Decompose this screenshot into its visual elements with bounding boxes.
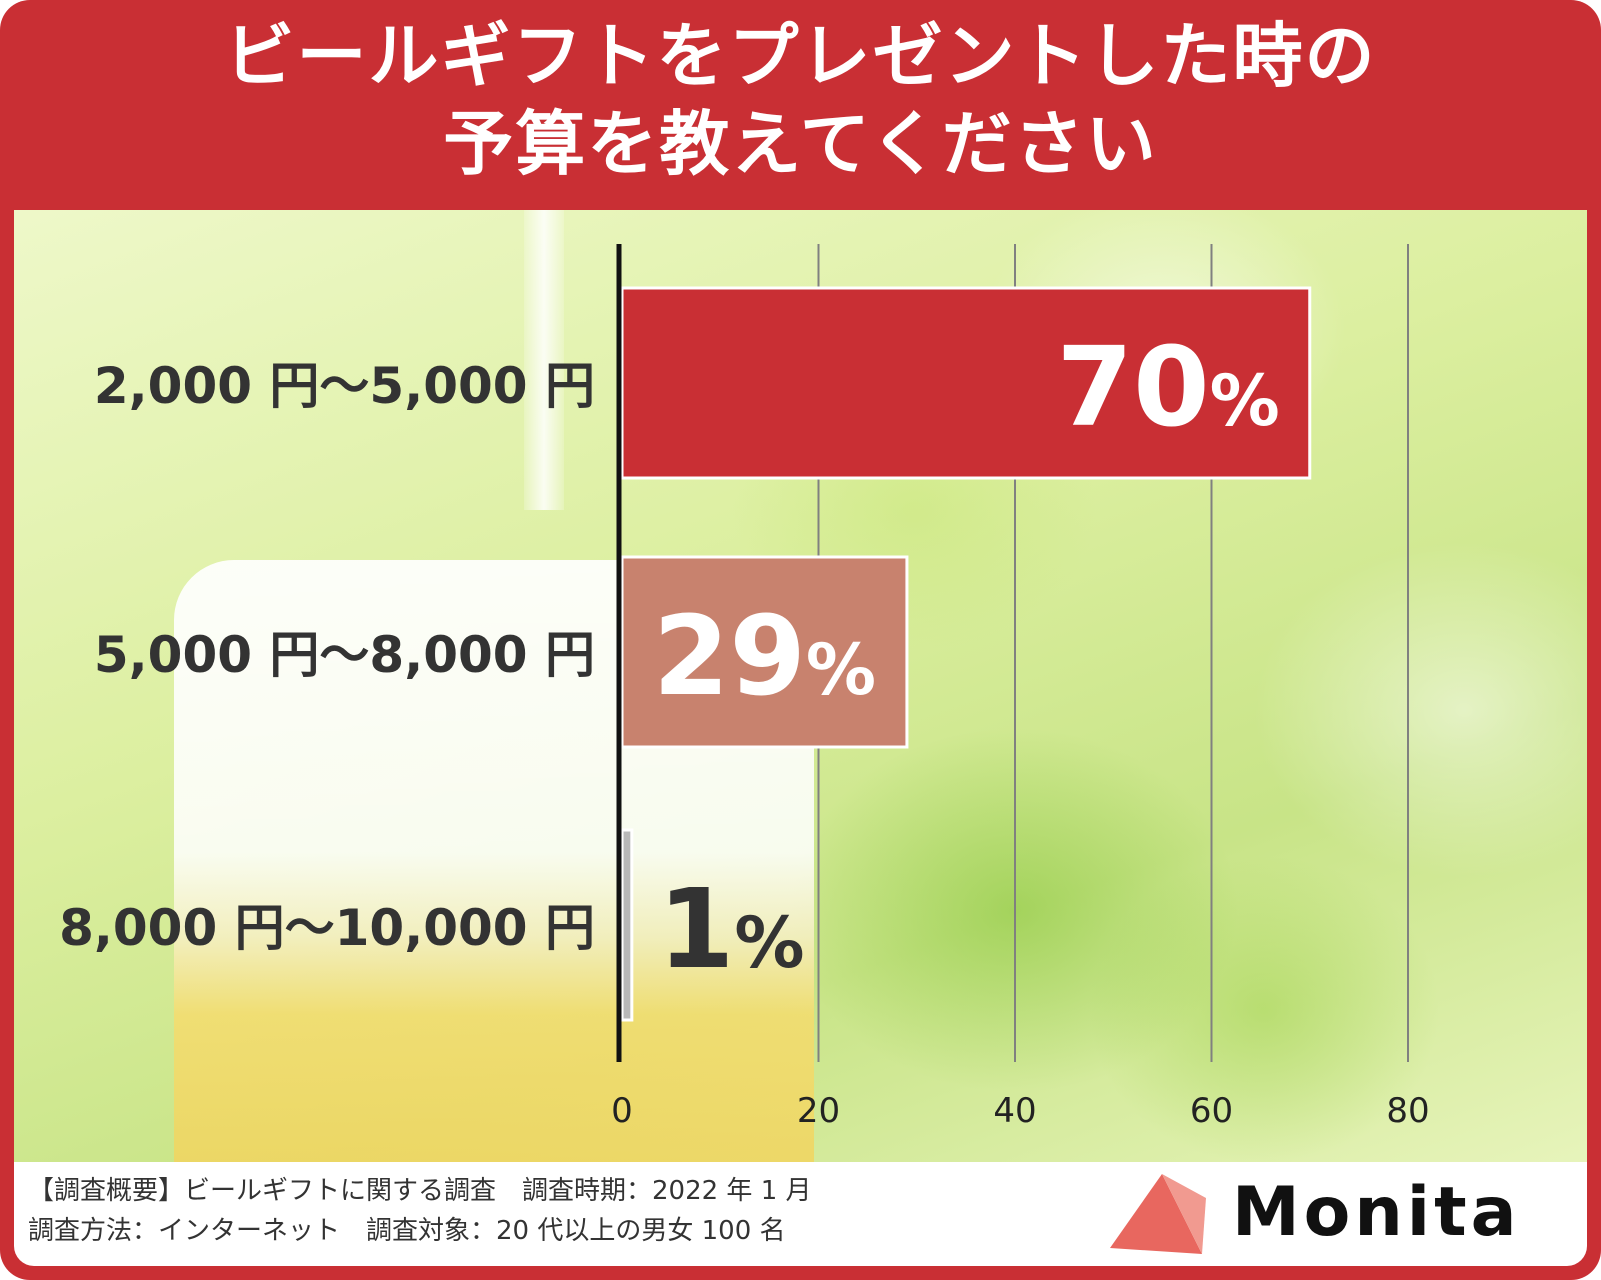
chart-background <box>14 210 1587 1162</box>
category-label: 2,000 円〜5,000 円 <box>94 357 595 415</box>
data-label: 1% <box>658 865 805 993</box>
footer-panel <box>14 1162 1587 1266</box>
title-line-1: ビールギフトをプレゼントした時の <box>224 15 1377 97</box>
survey-summary-line-1: 【調査概要】ビールギフトに関する調査 調査時期：2022 年 1 月 <box>28 1176 812 1206</box>
x-tick-label: 20 <box>797 1091 840 1131</box>
category-label: 5,000 円〜8,000 円 <box>94 626 595 684</box>
chart-title: ビールギフトをプレゼントした時の 予算を教えてください <box>0 12 1601 188</box>
data-label: 29% <box>653 592 876 720</box>
labels: 0 20 40 60 80 2,000 円〜5,000 円 5,000 円〜8,000 円 8… <box>59 323 1430 1131</box>
bar-2 <box>620 555 909 749</box>
beer-pour-stream <box>524 210 564 510</box>
survey-summary-line-2: 調査方法：インターネット 調査対象：20 代以上の男女 100 名 <box>28 1216 786 1246</box>
monita-logo-icon <box>1110 1174 1206 1254</box>
bar-3 <box>620 828 634 1022</box>
bars <box>620 286 1312 1022</box>
bar-1 <box>620 286 1312 480</box>
x-tick-label: 0 <box>611 1091 633 1131</box>
category-label: 8,000 円〜10,000 円 <box>59 899 595 957</box>
x-tick-label: 60 <box>1190 1091 1233 1131</box>
x-tick-label: 40 <box>993 1091 1036 1131</box>
title-line-2: 予算を教えてください <box>443 103 1158 185</box>
data-label: 70% <box>1057 323 1280 451</box>
x-tick-label: 80 <box>1386 1091 1429 1131</box>
monita-logo-text: Monita <box>1232 1173 1521 1252</box>
